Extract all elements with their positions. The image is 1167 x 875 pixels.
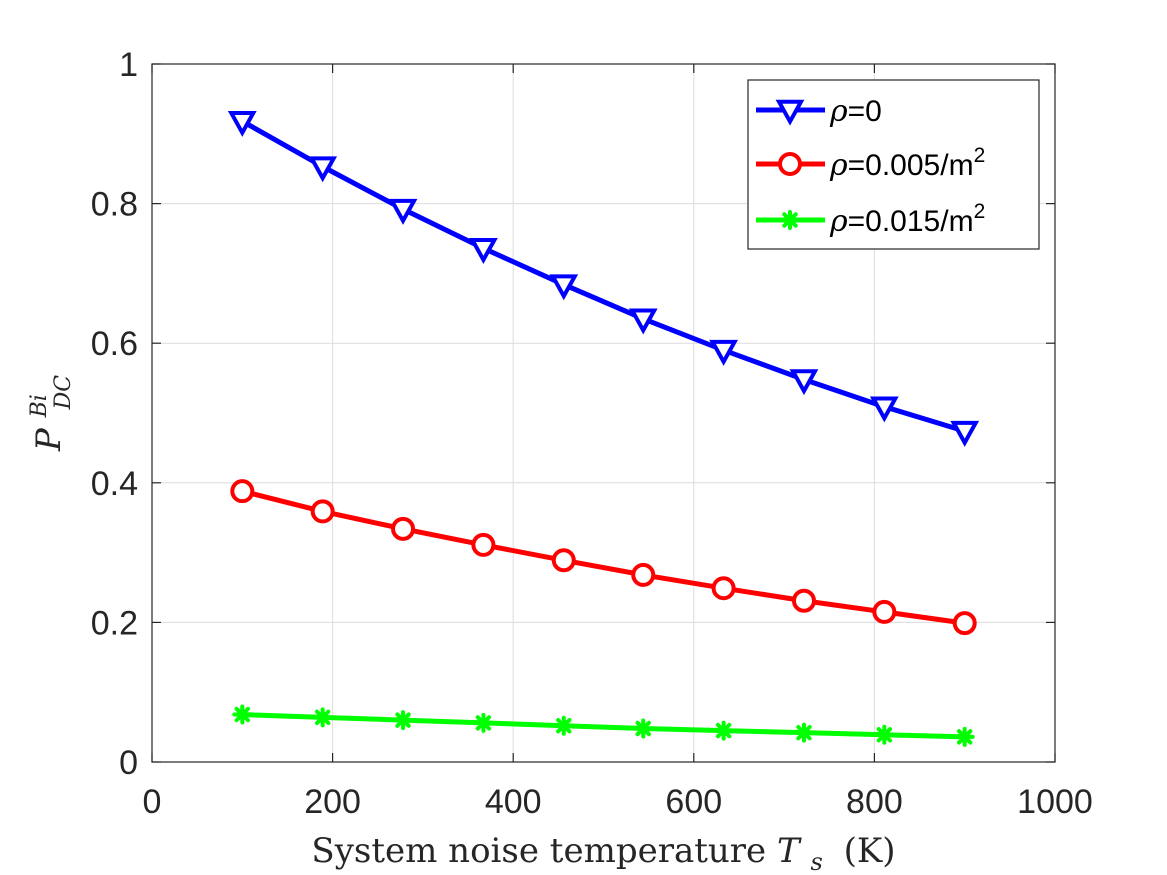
x-tick-label: 400 bbox=[485, 783, 542, 821]
x-tick-label: 800 bbox=[846, 783, 903, 821]
legend-entry: ρ=0 bbox=[756, 94, 882, 129]
data-point bbox=[791, 588, 816, 613]
data-point bbox=[393, 710, 414, 731]
legend-label-text: =0.015/m bbox=[848, 205, 974, 238]
legend-label-text: =0 bbox=[848, 95, 882, 128]
x-axis-title-text: System noise temperature bbox=[311, 831, 766, 871]
data-point bbox=[872, 599, 897, 624]
x-axis-title-unit: (K) bbox=[844, 831, 896, 871]
data-point bbox=[633, 718, 654, 739]
series-1 bbox=[230, 479, 977, 636]
data-point bbox=[469, 238, 498, 264]
data-point bbox=[952, 611, 977, 636]
y-tick-label: 0.4 bbox=[91, 465, 138, 503]
data-point bbox=[553, 715, 574, 736]
series-0 bbox=[227, 110, 980, 447]
data-point bbox=[549, 274, 579, 301]
y-tick-label: 1 bbox=[119, 46, 138, 84]
axis-ticks: 0 200 400 600 800 1000 0 0.2 0.4 0.6 0.8 1 bbox=[91, 46, 1093, 821]
data-point bbox=[713, 720, 734, 741]
data-point bbox=[310, 499, 335, 524]
data-point bbox=[628, 308, 658, 335]
y-axis-title: P Bi DC bbox=[15, 375, 76, 452]
data-point bbox=[388, 198, 418, 225]
data-point bbox=[869, 396, 899, 423]
legend-label-symbol: ρ bbox=[829, 148, 848, 183]
y-axis-title-symbol: P bbox=[29, 427, 69, 452]
x-axis-title-subscript: s bbox=[811, 848, 823, 875]
x-axis-title: System noise temperature T s (K) bbox=[311, 831, 895, 875]
y-tick-label: 0.2 bbox=[91, 604, 138, 642]
y-axis-title-superscript: Bi bbox=[27, 394, 52, 418]
data-point bbox=[874, 724, 895, 745]
legend-marker bbox=[775, 99, 805, 126]
x-tick-label: 600 bbox=[665, 783, 722, 821]
data-point bbox=[312, 707, 333, 728]
data-point bbox=[709, 339, 738, 366]
y-tick-label: 0.6 bbox=[91, 325, 138, 363]
series-layer bbox=[227, 110, 980, 747]
legend-label-symbol: ρ bbox=[829, 94, 848, 129]
x-tick-label: 1000 bbox=[1017, 783, 1093, 821]
x-tick-label: 0 bbox=[143, 783, 162, 821]
data-point bbox=[471, 532, 496, 557]
series-2 bbox=[232, 704, 975, 747]
data-point bbox=[473, 712, 494, 733]
y-tick-label: 0.8 bbox=[91, 186, 138, 224]
data-point bbox=[711, 576, 736, 601]
data-point bbox=[789, 369, 819, 396]
plot-area-border bbox=[151, 63, 1056, 763]
legend-label-superscript: 2 bbox=[974, 144, 986, 167]
x-tick-label: 200 bbox=[304, 783, 361, 821]
series-line bbox=[242, 712, 965, 740]
legend: ρ=0ρ=0.005/m2ρ=0.015/m2 bbox=[747, 79, 1040, 250]
data-point bbox=[230, 479, 255, 504]
data-point bbox=[391, 516, 416, 541]
legend-label-text: =0.005/m bbox=[848, 149, 974, 182]
legend-label-symbol: ρ bbox=[829, 204, 848, 239]
legend-marker bbox=[780, 210, 800, 230]
legend-label-superscript: 2 bbox=[974, 200, 986, 223]
data-point bbox=[232, 704, 253, 725]
data-point bbox=[954, 726, 975, 747]
y-axis-title-subscript: DC bbox=[51, 375, 76, 411]
data-point bbox=[227, 110, 257, 137]
x-axis-title-var: T bbox=[777, 831, 802, 871]
data-point bbox=[793, 722, 814, 743]
data-point bbox=[551, 548, 576, 573]
legend-marker bbox=[778, 152, 802, 176]
series-line bbox=[241, 119, 966, 434]
legend-label: ρ=0 bbox=[829, 94, 882, 129]
data-point bbox=[631, 562, 656, 587]
legend-entry: ρ=0.015/m2 bbox=[756, 200, 985, 239]
data-point bbox=[308, 156, 338, 183]
legend-label: ρ=0.005/m2 bbox=[829, 144, 985, 183]
legend-entry: ρ=0.005/m2 bbox=[756, 144, 985, 183]
data-point bbox=[950, 420, 980, 447]
series-line bbox=[241, 488, 966, 626]
legend-label: ρ=0.015/m2 bbox=[829, 200, 985, 239]
y-tick-label: 0 bbox=[119, 744, 138, 782]
